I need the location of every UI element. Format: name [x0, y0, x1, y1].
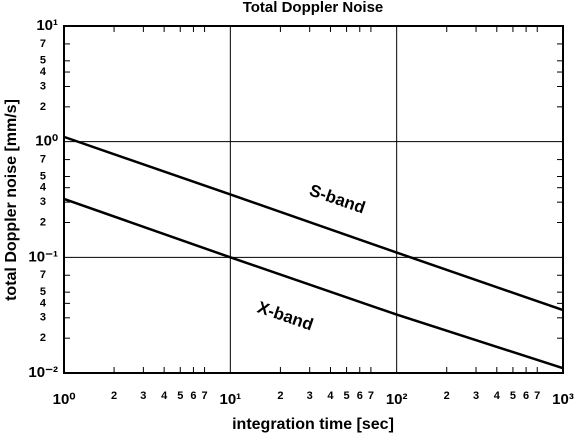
y-tick-label: 10¹: [36, 17, 58, 34]
x-axis-label: integration time [sec]: [232, 416, 394, 433]
x-minor-tick-label: 3: [473, 390, 479, 402]
series-label: X-band: [255, 298, 316, 335]
chart-title: Total Doppler Noise: [243, 0, 384, 16]
series-label: S-band: [307, 181, 368, 218]
x-tick-label: 10³: [552, 391, 574, 408]
x-minor-tick-label: 6: [523, 390, 529, 402]
y-minor-tick-label: 4: [40, 66, 47, 78]
x-tick-label: 10¹: [219, 391, 241, 408]
y-tick-label: 10⁻²: [28, 364, 58, 381]
x-minor-tick-label: 2: [444, 390, 450, 402]
y-tick-label: 10⁻¹: [28, 248, 58, 265]
y-minor-tick-label: 3: [40, 196, 46, 208]
x-minor-tick-label: 7: [202, 390, 208, 402]
x-minor-tick-label: 5: [344, 390, 350, 402]
x-minor-tick-label: 7: [368, 390, 374, 402]
y-minor-tick-label: 5: [40, 286, 46, 298]
y-tick-label: 10⁰: [35, 133, 58, 150]
y-minor-tick-label: 2: [40, 216, 46, 228]
y-minor-tick-label: 7: [40, 269, 46, 281]
x-tick-label: 10²: [386, 391, 408, 408]
x-minor-tick-label: 7: [534, 390, 540, 402]
y-minor-tick-label: 3: [40, 312, 46, 324]
y-axis-label: total Doppler noise [mm/s]: [3, 99, 20, 301]
series-line: [63, 197, 564, 370]
x-minor-tick-label: 4: [494, 390, 501, 402]
y-minor-tick-label: 4: [40, 182, 47, 194]
y-minor-tick-label: 2: [40, 101, 46, 113]
x-minor-tick-label: 4: [327, 390, 334, 402]
x-minor-tick-label: 5: [177, 390, 183, 402]
series-line: [63, 135, 564, 312]
x-minor-tick-label: 3: [307, 390, 313, 402]
x-minor-tick-label: 3: [140, 390, 146, 402]
x-minor-tick-label: 4: [161, 390, 168, 402]
x-minor-tick-label: 2: [111, 390, 117, 402]
x-minor-tick-label: 5: [510, 390, 516, 402]
y-minor-tick-label: 7: [40, 153, 46, 165]
y-minor-tick-label: 7: [40, 38, 46, 50]
x-minor-tick-label: 6: [190, 390, 196, 402]
x-tick-label: 10⁰: [53, 391, 76, 408]
y-minor-tick-label: 2: [40, 332, 46, 344]
x-minor-tick-label: 6: [357, 390, 363, 402]
y-minor-tick-label: 5: [40, 170, 46, 182]
y-minor-tick-label: 4: [40, 297, 47, 309]
x-minor-tick-label: 2: [277, 390, 283, 402]
y-minor-tick-label: 3: [40, 80, 46, 92]
y-minor-tick-label: 5: [40, 55, 46, 67]
